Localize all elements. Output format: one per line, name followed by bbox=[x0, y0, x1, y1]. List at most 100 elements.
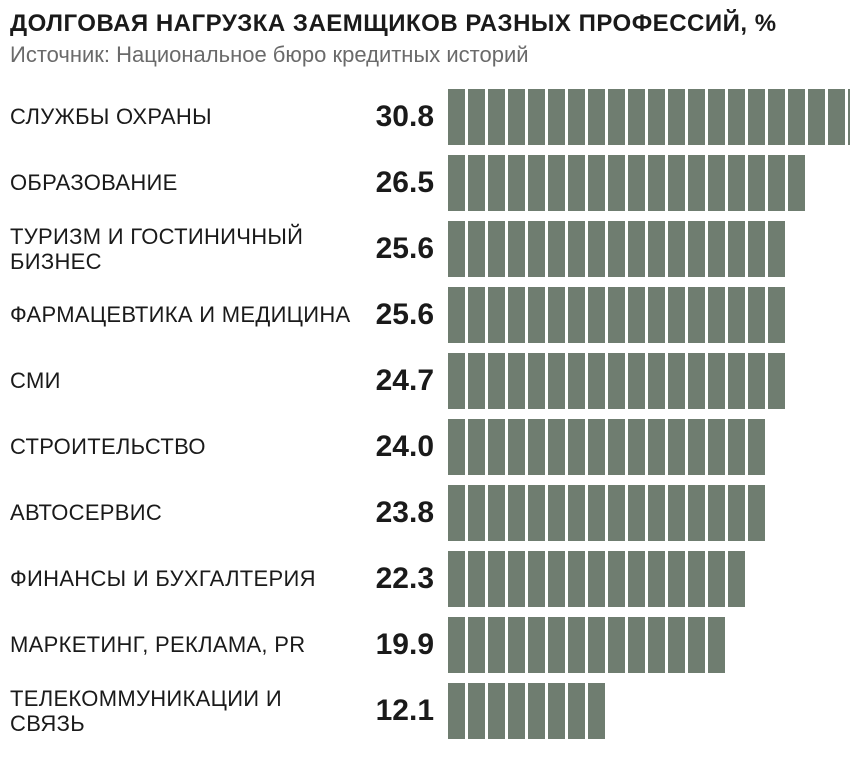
bar-segment bbox=[568, 419, 585, 475]
bar-segment bbox=[488, 683, 505, 739]
bar-segment bbox=[448, 155, 465, 211]
bar-segment bbox=[468, 155, 485, 211]
bar-segment bbox=[448, 617, 465, 673]
chart-rows: СЛУЖБЫ ОХРАНЫ30.8ОБРАЗОВАНИЕ26.5ТУРИЗМ И… bbox=[10, 86, 850, 742]
row-bar bbox=[448, 485, 850, 541]
bar-segment bbox=[448, 485, 465, 541]
bar-segment bbox=[488, 221, 505, 277]
bar-segment bbox=[648, 89, 665, 145]
bar-segment bbox=[568, 89, 585, 145]
bar-segment bbox=[688, 617, 705, 673]
bar-segment bbox=[748, 287, 765, 343]
bar-segment bbox=[608, 221, 625, 277]
bar-segment bbox=[468, 353, 485, 409]
bar-segment bbox=[648, 287, 665, 343]
bar-segment bbox=[648, 221, 665, 277]
bar-segment bbox=[588, 89, 605, 145]
bar-segment bbox=[548, 353, 565, 409]
bar-segment bbox=[768, 89, 785, 145]
bar-segment bbox=[568, 155, 585, 211]
bar-segment bbox=[608, 551, 625, 607]
bar-segment bbox=[748, 353, 765, 409]
bar-segment bbox=[648, 485, 665, 541]
bar-segment bbox=[528, 353, 545, 409]
bar-segment bbox=[528, 617, 545, 673]
bar-segment bbox=[728, 485, 745, 541]
bar-segment bbox=[588, 221, 605, 277]
bar-segment bbox=[608, 89, 625, 145]
bar-segment bbox=[488, 353, 505, 409]
bar-segment bbox=[588, 155, 605, 211]
bar-segment bbox=[468, 683, 485, 739]
bar-segment bbox=[528, 551, 545, 607]
bar-segment bbox=[608, 485, 625, 541]
bar-segment bbox=[808, 89, 825, 145]
bar-segment bbox=[628, 155, 645, 211]
bar-segment bbox=[588, 617, 605, 673]
row-label: ФАРМАЦЕВТИКА И МЕДИЦИНА bbox=[10, 302, 360, 327]
bar-segment bbox=[568, 221, 585, 277]
bar-segment bbox=[508, 287, 525, 343]
bar-segment bbox=[728, 287, 745, 343]
bar-segment bbox=[508, 221, 525, 277]
row-bar bbox=[448, 551, 850, 607]
bar-segment bbox=[528, 287, 545, 343]
bar-segment bbox=[688, 353, 705, 409]
bar-segment bbox=[668, 617, 685, 673]
bar-segment bbox=[788, 89, 805, 145]
bar-segment bbox=[588, 353, 605, 409]
row-value: 25.6 bbox=[360, 298, 448, 332]
bar-segment bbox=[528, 155, 545, 211]
bar-segment bbox=[508, 617, 525, 673]
bar-segment bbox=[668, 155, 685, 211]
bar-segment bbox=[648, 155, 665, 211]
bar-segment bbox=[748, 155, 765, 211]
bar-segment bbox=[708, 551, 725, 607]
bar-segment bbox=[448, 683, 465, 739]
bar-segment bbox=[768, 287, 785, 343]
bar-segment bbox=[508, 89, 525, 145]
table-row: МАРКЕТИНГ, РЕКЛАМА, PR19.9 bbox=[10, 614, 850, 676]
bar-segment bbox=[548, 419, 565, 475]
bar-segment bbox=[588, 551, 605, 607]
bar-segment bbox=[488, 155, 505, 211]
bar-segment bbox=[668, 287, 685, 343]
bar-segment bbox=[688, 419, 705, 475]
bar-segment bbox=[608, 419, 625, 475]
bar-segment bbox=[488, 287, 505, 343]
bar-segment bbox=[508, 683, 525, 739]
row-bar bbox=[448, 89, 850, 145]
bar-segment bbox=[568, 287, 585, 343]
bar-segment bbox=[568, 551, 585, 607]
bar-segment bbox=[548, 221, 565, 277]
row-bar bbox=[448, 353, 850, 409]
bar-segment bbox=[488, 89, 505, 145]
bar-segment bbox=[688, 287, 705, 343]
bar-segment bbox=[468, 287, 485, 343]
row-label: ФИНАНСЫ И БУХГАЛТЕРИЯ bbox=[10, 566, 360, 591]
bar-segment bbox=[768, 155, 785, 211]
bar-segment bbox=[548, 287, 565, 343]
bar-segment bbox=[628, 221, 645, 277]
bar-segment bbox=[568, 353, 585, 409]
bar-segment bbox=[468, 419, 485, 475]
bar-segment bbox=[708, 617, 725, 673]
bar-segment bbox=[588, 683, 605, 739]
bar-segment bbox=[708, 419, 725, 475]
bar-segment bbox=[448, 551, 465, 607]
row-label: СТРОИТЕЛЬСТВО bbox=[10, 434, 360, 459]
bar-segment bbox=[788, 155, 805, 211]
bar-segment bbox=[548, 485, 565, 541]
bar-segment bbox=[668, 485, 685, 541]
bar-segment bbox=[628, 353, 645, 409]
bar-segment bbox=[668, 221, 685, 277]
bar-segment bbox=[448, 419, 465, 475]
table-row: СЛУЖБЫ ОХРАНЫ30.8 bbox=[10, 86, 850, 148]
bar-segment bbox=[448, 221, 465, 277]
row-value: 30.8 bbox=[360, 100, 448, 134]
bar-segment bbox=[768, 353, 785, 409]
bar-segment bbox=[688, 221, 705, 277]
row-bar bbox=[448, 221, 850, 277]
bar-segment bbox=[488, 419, 505, 475]
row-value: 24.7 bbox=[360, 364, 448, 398]
